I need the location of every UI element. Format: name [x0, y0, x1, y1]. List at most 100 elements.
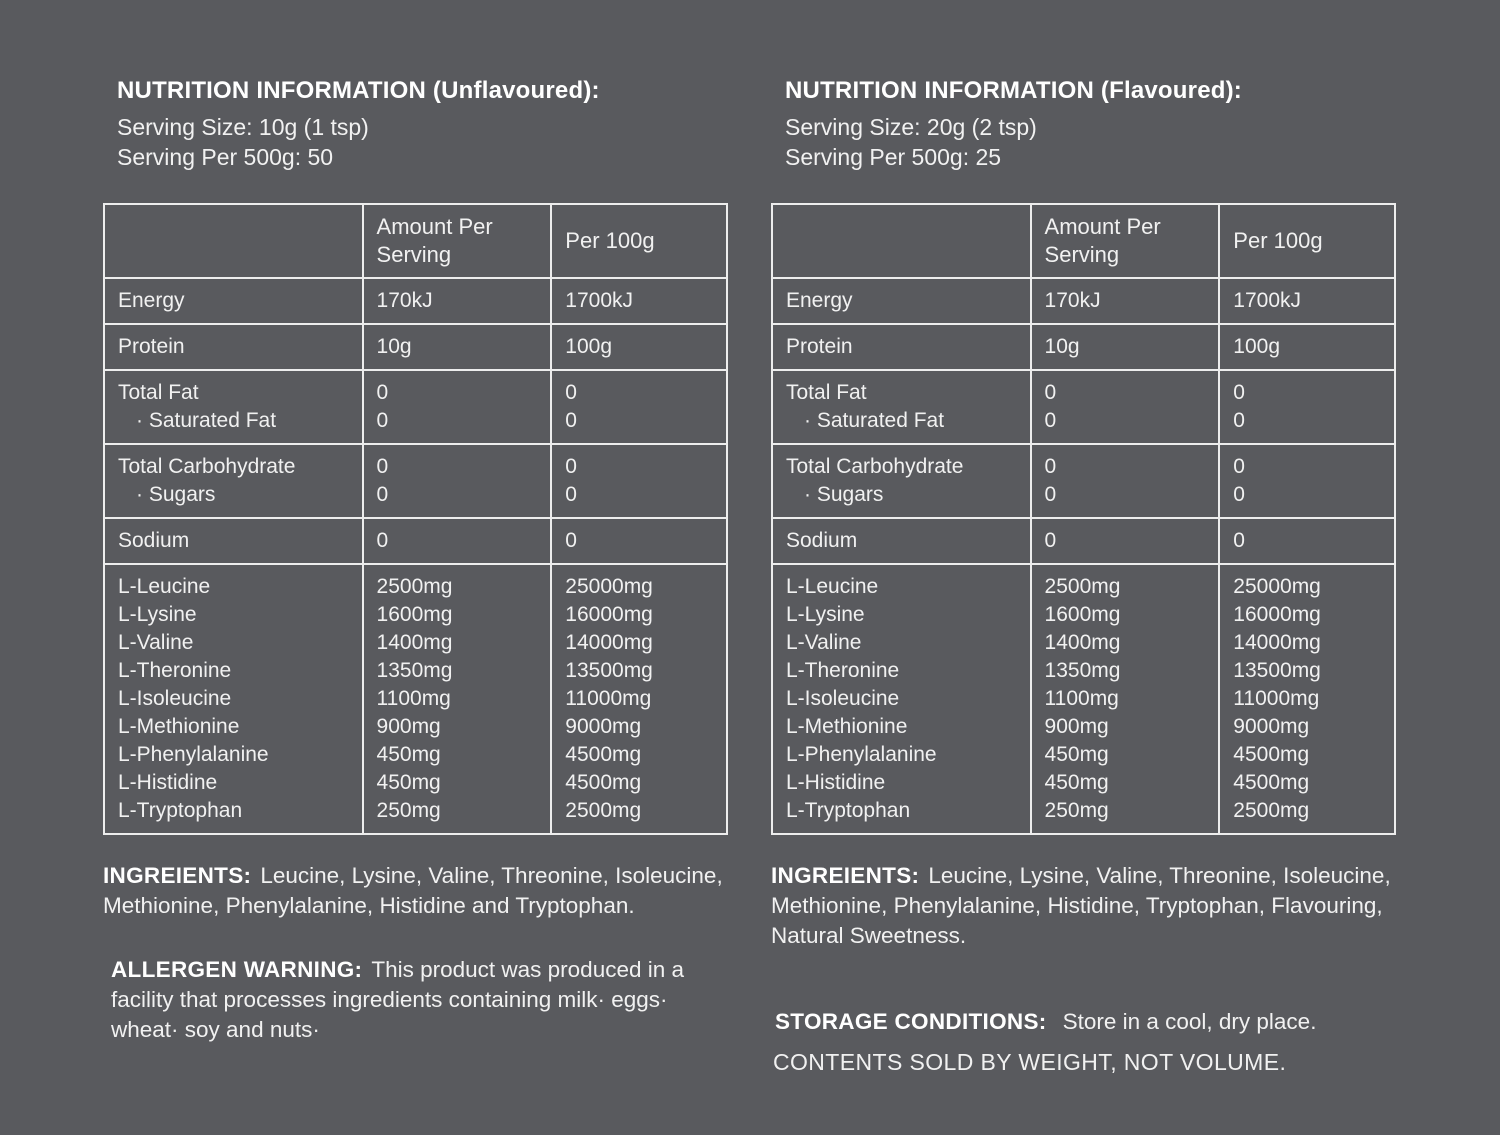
cell-line: L-Methionine	[118, 715, 240, 738]
allergen-warning-text: This product was produced in a facility …	[111, 957, 685, 1042]
nutrient-name-cell: Energy	[771, 277, 1032, 325]
cell-line: L-Lysine	[786, 603, 865, 626]
nutrition-label: NUTRITION INFORMATION (Unflavoured): Ser…	[103, 77, 1396, 1075]
cell-line: 1600mg	[376, 603, 453, 626]
cell-line: 100g	[565, 335, 613, 358]
cell-line: 0	[565, 483, 577, 506]
per-100g-cell: 100g	[550, 323, 728, 371]
cell-line: 25000mg	[565, 575, 653, 598]
cell-line: 0	[376, 483, 389, 506]
cell-line: L-Theronine	[786, 659, 900, 682]
cell-line: · Sugars	[804, 483, 884, 506]
cell-line: L-Leucine	[786, 575, 879, 598]
ingredients-paragraph: INGREIENTS: Leucine, Lysine, Valine, Thre…	[771, 861, 1396, 951]
cell-line: 9000mg	[1233, 715, 1310, 738]
cell-line: 100g	[1233, 335, 1281, 358]
cell-line: L-Valine	[118, 631, 194, 654]
allergen-paragraph: ALLERGEN WARNING: This product was produc…	[103, 955, 728, 1045]
table-row: L-Leucine L-Lysine L-Valine L-Theronine L-Is…	[103, 563, 728, 835]
table-header-row: Amount Per Serving Per 100g	[771, 203, 1396, 279]
cell-line: 0	[376, 409, 389, 432]
cell-line: 4500mg	[565, 771, 642, 794]
cell-line: 900mg	[1044, 715, 1109, 738]
cell-line: 170kJ	[1044, 289, 1101, 312]
nutrient-name-cell: Sodium	[103, 517, 364, 565]
column-header: Per 100g	[1218, 203, 1396, 279]
table-row: Total Carbohydrate · Sugars 0 0 0 0	[771, 443, 1396, 519]
per-serving-cell: 0	[1029, 517, 1221, 565]
per-serving-cell: 0	[361, 517, 553, 565]
cell-line: Energy	[786, 289, 853, 312]
nutrient-name-cell: Sodium	[771, 517, 1032, 565]
cell-line: 1700kJ	[1233, 289, 1302, 312]
cell-line: L-Valine	[786, 631, 862, 654]
cell-line: 9000mg	[565, 715, 642, 738]
servings-per-line: Serving Per 500g: 25	[785, 143, 1002, 170]
cell-line: 2500mg	[1233, 799, 1310, 822]
cell-line: L-Lysine	[118, 603, 197, 626]
cell-line: 2500mg	[1044, 575, 1121, 598]
cell-line: 0	[565, 381, 577, 404]
cell-line: 0	[1233, 529, 1245, 552]
cell-line: 450mg	[1044, 771, 1109, 794]
cell-line: L-Isoleucine	[786, 687, 900, 710]
per-100g-cell: 1700kJ	[550, 277, 728, 325]
cell-line: 2500mg	[565, 799, 642, 822]
allergen-warning-label: ALLERGEN WARNING:	[111, 957, 363, 982]
table-row: Energy 170kJ 1700kJ	[771, 277, 1396, 325]
contents-note: CONTENTS SOLD BY WEIGHT, NOT VOLUME.	[773, 1049, 1287, 1075]
cell-line: 4500mg	[565, 743, 642, 766]
cell-line: 10g	[376, 335, 412, 358]
per-serving-cell: 10g	[1029, 323, 1221, 371]
serving-size-line: Serving Size: 10g (1 tsp)	[117, 114, 369, 140]
table-row: Protein 10g 100g	[771, 323, 1396, 371]
cell-line: 1350mg	[376, 659, 453, 682]
cell-line: 0	[565, 529, 577, 552]
nutrition-table-unflavoured: Amount Per Serving Per 100g Energy 170kJ 170…	[103, 203, 728, 835]
per-100g-cell: 25000mg 16000mg 14000mg 13500mg 11000mg 9000m…	[1218, 563, 1396, 835]
cell-line: 0	[565, 409, 577, 432]
cell-line: 0	[1233, 381, 1245, 404]
cell-line: 0	[1233, 409, 1245, 432]
per-serving-cell: 170kJ	[1029, 277, 1221, 325]
cell-line: · Saturated Fat	[136, 409, 277, 432]
cell-line: 900mg	[376, 715, 441, 738]
cell-line: 0	[1044, 483, 1057, 506]
cell-line: L-Leucine	[118, 575, 211, 598]
nutrient-name-cell: L-Leucine L-Lysine L-Valine L-Theronine L-Is…	[103, 563, 364, 835]
cell-line: Total Carbohydrate	[118, 455, 296, 478]
cell-line: 2500mg	[376, 575, 453, 598]
cell-line: 1100mg	[1044, 687, 1119, 710]
empty-header-cell	[103, 203, 364, 279]
ingredients-label: INGREIENTS:	[771, 863, 920, 888]
cell-line: L-Methionine	[786, 715, 908, 738]
table-row: L-Leucine L-Lysine L-Valine L-Theronine L-Is…	[771, 563, 1396, 835]
cell-line: L-Theronine	[118, 659, 232, 682]
column-header: Amount Per Serving	[1029, 203, 1221, 279]
panel-title: NUTRITION INFORMATION (Flavoured):	[785, 77, 1242, 104]
per-100g-cell: 1700kJ	[1218, 277, 1396, 325]
per-100g-cell: 25000mg 16000mg 14000mg 13500mg 11000mg 9000m…	[550, 563, 728, 835]
per-serving-cell: 2500mg 1600mg 1400mg 1350mg 1100mg 900mg 450mg…	[361, 563, 553, 835]
cell-line: Total Carbohydrate	[786, 455, 964, 478]
table-row: Energy 170kJ 1700kJ	[103, 277, 728, 325]
cell-line: Protein	[786, 335, 853, 358]
cell-line: 450mg	[376, 743, 441, 766]
cell-line: Total Fat	[786, 381, 867, 404]
cell-line: L-Tryptophan	[786, 799, 911, 822]
cell-line: 0	[565, 455, 577, 478]
nutrient-name-cell: Total Carbohydrate · Sugars	[771, 443, 1032, 519]
cell-line: 1100mg	[376, 687, 451, 710]
cell-line: Total Fat	[118, 381, 199, 404]
per-serving-cell: 170kJ	[361, 277, 553, 325]
cell-line: 0	[1044, 381, 1057, 404]
cell-line: L-Isoleucine	[118, 687, 232, 710]
serving-size-line: Serving Size: 20g (2 tsp)	[785, 114, 1037, 140]
cell-line: 0	[1044, 409, 1057, 432]
ingredients-label: INGREIENTS:	[103, 863, 252, 888]
